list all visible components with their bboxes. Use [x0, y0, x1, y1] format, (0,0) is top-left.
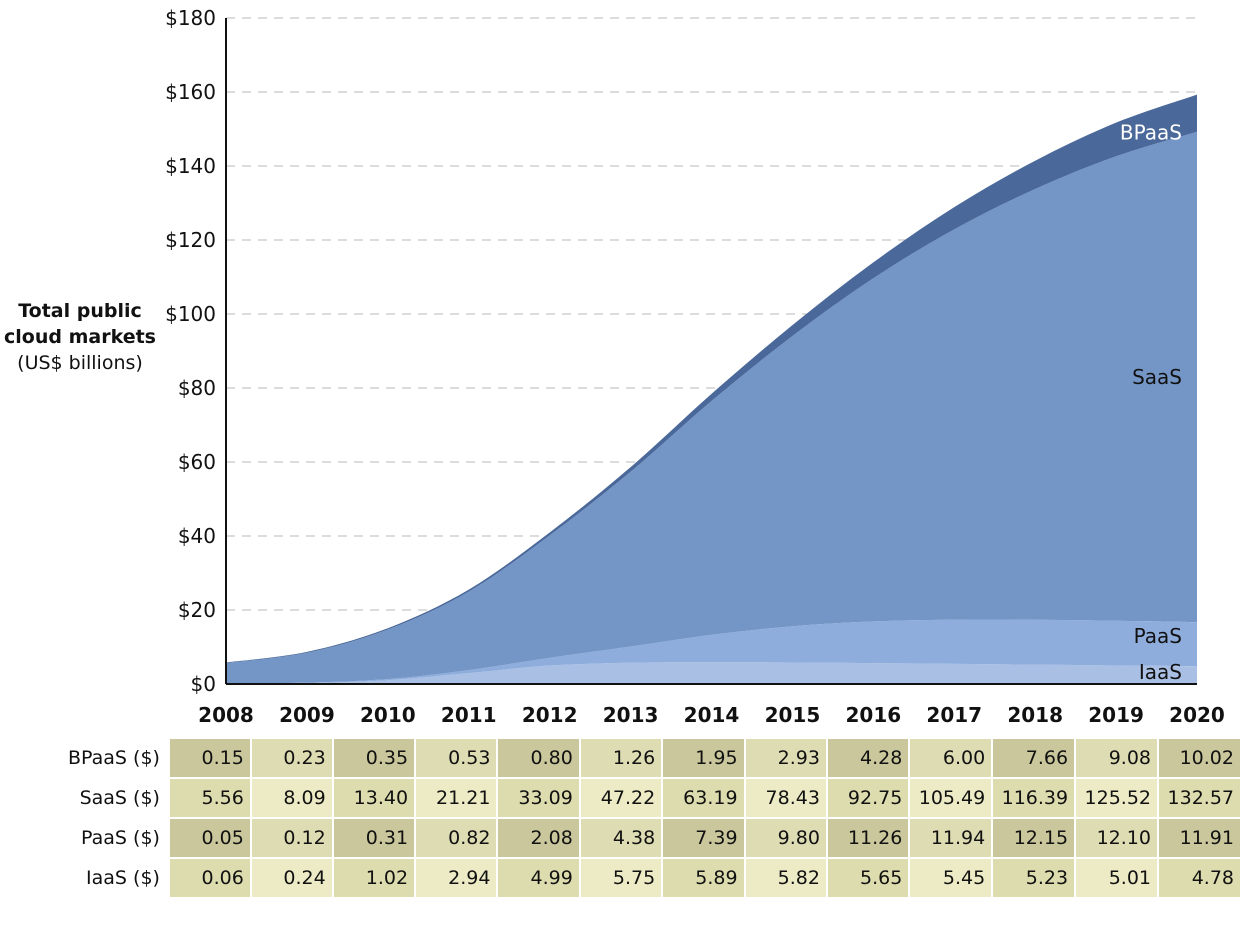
table-cell: 4.78	[1159, 859, 1240, 897]
series-label-paas: PaaS	[1134, 624, 1182, 648]
x-tick-label: 2017	[926, 703, 982, 727]
table-cell: 2.08	[498, 819, 579, 857]
table-cell: 5.23	[993, 859, 1075, 897]
x-tick-label: 2013	[603, 703, 659, 727]
table-cell: 1.02	[333, 859, 415, 897]
table-cell: 5.45	[910, 859, 992, 897]
table-row-header: SaaS ($)	[62, 779, 168, 817]
table-cell: 0.15	[169, 739, 250, 777]
table-row: SaaS ($) 5.56 8.09 13.40 21.21 33.09 47.22 63.1…	[62, 779, 1240, 817]
x-tick-label: 2012	[522, 703, 578, 727]
x-tick-label: 2009	[279, 703, 335, 727]
axes: $0 $20 $40 $60 $80 $100 $120 $140 $160 $180 2008 20…	[165, 6, 1225, 727]
table-cell: 5.75	[580, 859, 662, 897]
y-tick-label: $140	[165, 154, 216, 178]
table-cell: 6.00	[910, 739, 992, 777]
table-row-header: IaaS ($)	[62, 859, 168, 897]
table-cell: 63.19	[663, 779, 744, 817]
table-cell: 92.75	[827, 779, 909, 817]
table-row: IaaS ($) 0.06 0.24 1.02 2.94 4.99 5.75 5.89 5.82…	[62, 859, 1240, 897]
table-cell: 5.56	[169, 779, 250, 817]
table-cell: 0.24	[251, 859, 332, 897]
x-tick-label: 2016	[845, 703, 901, 727]
y-axis-unit: (US$ billions)	[17, 352, 143, 374]
table-cell: 0.23	[251, 739, 332, 777]
table-cell: 2.94	[416, 859, 497, 897]
table-cell: 0.12	[251, 819, 332, 857]
y-tick-label: $80	[178, 376, 216, 400]
table-cell: 10.02	[1159, 739, 1240, 777]
table-cell: 125.52	[1076, 779, 1157, 817]
y-tick-label: $20	[178, 598, 216, 622]
y-tick-label: $40	[178, 524, 216, 548]
y-axis-title: Total public cloud markets	[4, 300, 156, 348]
x-tick-label: 2011	[441, 703, 497, 727]
table-cell: 4.38	[580, 819, 662, 857]
data-table: BPaaS ($) 0.15 0.23 0.35 0.53 0.80 1.26 1.95 2.9…	[60, 737, 1242, 899]
table-cell: 11.94	[910, 819, 992, 857]
table-cell: 5.82	[745, 859, 826, 897]
area-saas	[226, 131, 1197, 684]
table-row: BPaaS ($) 0.15 0.23 0.35 0.53 0.80 1.26 1.95 2.9…	[62, 739, 1240, 777]
area-chart: $0 $20 $40 $60 $80 $100 $120 $140 $160 $180 2008 20…	[165, 6, 1225, 727]
table-cell: 0.53	[416, 739, 497, 777]
y-tick-label: $0	[191, 672, 216, 696]
x-tick-label: 2015	[765, 703, 821, 727]
y-tick-label: $120	[165, 228, 216, 252]
table-row-header: BPaaS ($)	[62, 739, 168, 777]
series-label-iaas: IaaS	[1139, 660, 1182, 684]
table-cell: 21.21	[416, 779, 497, 817]
area-paas	[226, 619, 1197, 684]
table-row: PaaS ($) 0.05 0.12 0.31 0.82 2.08 4.38 7.39 9.80…	[62, 819, 1240, 857]
y-tick-label: $180	[165, 6, 216, 30]
table-cell: 33.09	[498, 779, 579, 817]
x-tick-label: 2019	[1088, 703, 1144, 727]
table-cell: 116.39	[993, 779, 1075, 817]
x-tick-label: 2014	[684, 703, 740, 727]
table-cell: 78.43	[745, 779, 826, 817]
series-label-saas: SaaS	[1132, 365, 1182, 389]
table-cell: 0.05	[169, 819, 250, 857]
y-tick-label: $100	[165, 302, 216, 326]
table-cell: 132.57	[1159, 779, 1240, 817]
table-cell: 12.15	[993, 819, 1075, 857]
table-cell: 4.99	[498, 859, 579, 897]
x-tick-label: 2020	[1169, 703, 1225, 727]
x-tick-label: 2008	[198, 703, 254, 727]
table-cell: 9.08	[1076, 739, 1157, 777]
table-cell: 0.80	[498, 739, 579, 777]
table-cell: 0.06	[169, 859, 250, 897]
table-cell: 5.01	[1076, 859, 1157, 897]
y-tick-label: $60	[178, 450, 216, 474]
table-cell: 5.89	[663, 859, 744, 897]
table-cell: 0.35	[333, 739, 415, 777]
table-cell: 7.66	[993, 739, 1075, 777]
table-cell: 9.80	[745, 819, 826, 857]
table-cell: 4.28	[827, 739, 909, 777]
series-label-bpaas: BPaaS	[1120, 121, 1182, 145]
table-cell: 1.26	[580, 739, 662, 777]
table-cell: 2.93	[745, 739, 826, 777]
table-cell: 13.40	[333, 779, 415, 817]
area-iaas	[226, 662, 1197, 684]
table-cell: 8.09	[251, 779, 332, 817]
table-cell: 12.10	[1076, 819, 1157, 857]
x-tick-label: 2010	[360, 703, 416, 727]
table-cell: 105.49	[910, 779, 992, 817]
stacked-areas	[226, 94, 1197, 684]
table-cell: 5.65	[827, 859, 909, 897]
table-cell: 0.82	[416, 819, 497, 857]
table-cell: 0.31	[333, 819, 415, 857]
table-cell: 7.39	[663, 819, 744, 857]
table-row-header: PaaS ($)	[62, 819, 168, 857]
y-axis-label: Total public cloud markets (US$ billions…	[0, 298, 160, 376]
table-cell: 1.95	[663, 739, 744, 777]
area-bpaas	[226, 94, 1197, 664]
series-labels: IaaS PaaS SaaS BPaaS	[1120, 121, 1182, 684]
y-tick-label: $160	[165, 80, 216, 104]
table-cell: 11.26	[827, 819, 909, 857]
table-cell: 11.91	[1159, 819, 1240, 857]
x-tick-label: 2018	[1007, 703, 1063, 727]
table-cell: 47.22	[580, 779, 662, 817]
